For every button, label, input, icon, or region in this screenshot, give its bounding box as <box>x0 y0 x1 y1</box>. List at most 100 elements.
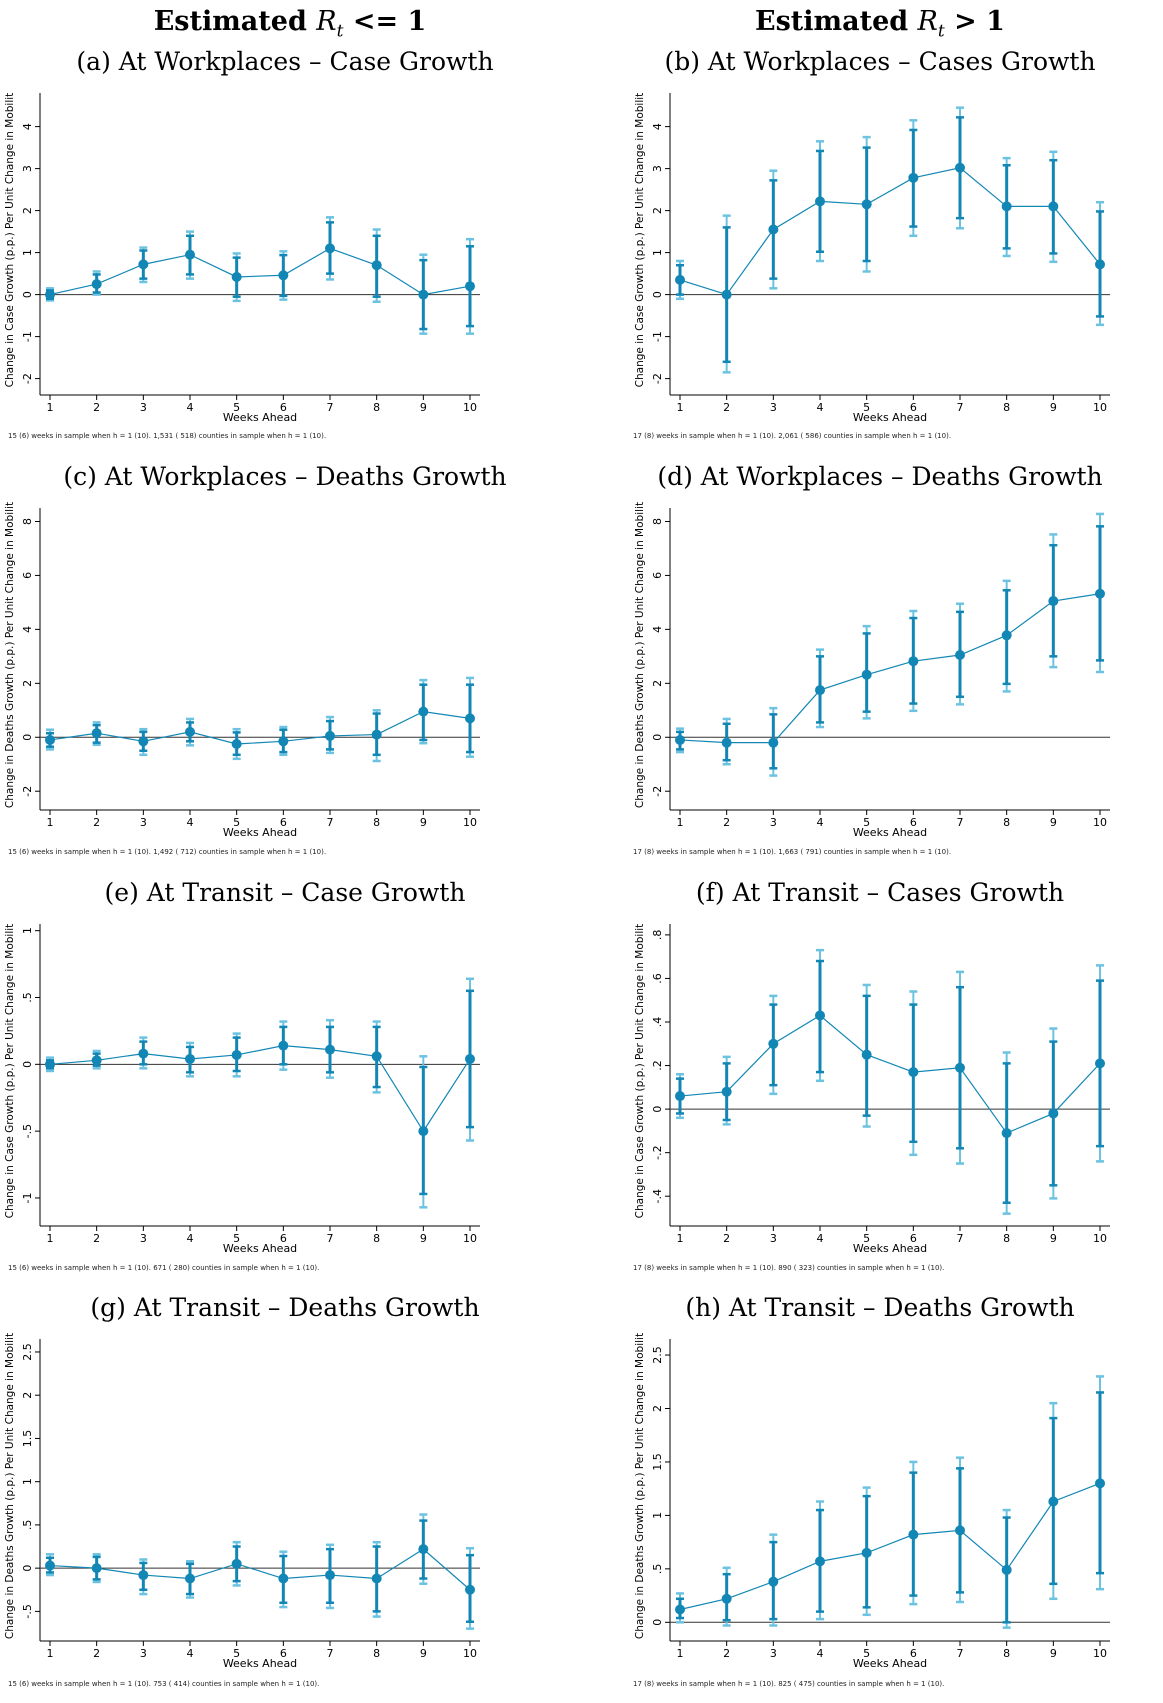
panel-f-xtick-label: 8 <box>1003 1232 1010 1245</box>
panel-g-point <box>91 1563 102 1574</box>
panel-e-xtick-label: 1 <box>47 1232 54 1245</box>
panel-g-ytick-label: 0 <box>21 1565 34 1572</box>
panel-h-point <box>721 1593 732 1604</box>
panel-g-caption: (g) At Transit – Deaths Growth <box>90 1293 480 1322</box>
panel-h-xlabel: Weeks Ahead <box>853 1657 927 1670</box>
panel-h-ytick-label: 2.5 <box>651 1346 664 1364</box>
panel-f-ytick-label: -.2 <box>651 1145 664 1159</box>
panel-c-xtick-label: 8 <box>373 816 380 829</box>
panel-d-point <box>1048 596 1059 607</box>
panel-f-ytick-label: -.4 <box>651 1189 664 1203</box>
panel-e-series-line <box>49 1045 471 1133</box>
panel-a-ytick-label: 4 <box>21 123 34 130</box>
panel-e-ytick-label: 0 <box>21 1061 34 1068</box>
panel-g-point <box>371 1573 382 1584</box>
panel-g-point <box>45 1560 55 1571</box>
panel-b-xtick-label: 9 <box>1050 401 1057 414</box>
panel-a-xtick-label: 1 <box>47 401 54 414</box>
panel-h-point <box>955 1525 965 1536</box>
panel-c-point <box>278 736 289 747</box>
panel-f-point <box>721 1086 732 1097</box>
panel-e-note: 15 (6) weeks in sample when h = 1 (10). … <box>8 1264 320 1272</box>
panel-h-chart: 0 .5 1 1.5 2 2.5 1 2 3 4 5 6 7 8 9 10 Weeks Ahead Change … <box>634 1333 1110 1670</box>
panel-d-xlabel: Weeks Ahead <box>853 826 927 839</box>
panel-g-xtick-label: 2 <box>93 1647 100 1660</box>
panel-g-xtick-label: 9 <box>420 1647 427 1660</box>
panel-f-ytick-label: .8 <box>651 930 664 941</box>
panel-a-ylabel: Change in Case Growth (p.p.) Per Unit Ch… <box>4 93 16 388</box>
panel-h-point <box>1001 1564 1012 1575</box>
panel-h-ytick-label: 0 <box>651 1619 664 1626</box>
panel-c-point <box>325 730 335 741</box>
panel-f-point <box>955 1062 965 1073</box>
left-heading-symbol: R <box>316 6 337 37</box>
panel-g-ytick-label: 1 <box>21 1478 34 1485</box>
panel-a-ytick-label: 2 <box>21 207 34 214</box>
panel-c-series-line <box>49 711 471 745</box>
panel-g-ytick-label: -.5 <box>21 1604 34 1618</box>
panel-g-ytick-label: .5 <box>21 1520 34 1531</box>
panel-c-ytick-label: 4 <box>21 626 34 633</box>
panel-a-chart: -2 -1 0 1 2 3 4 1 2 3 4 5 6 7 8 9 10 Weeks Ahead Change in… <box>4 93 480 424</box>
panel-f-xtick-label: 2 <box>723 1232 730 1245</box>
panel-a-series-line <box>49 247 471 296</box>
panel-g-point <box>325 1570 335 1581</box>
panel-e-xtick-label: 4 <box>187 1232 194 1245</box>
panel-h-ytick-label: .5 <box>651 1564 664 1575</box>
panel-a-point <box>45 289 55 300</box>
panel-e-point <box>371 1051 382 1062</box>
panel-b-point <box>1095 259 1105 270</box>
panel-h-point <box>675 1604 685 1615</box>
panel-f-xtick-label: 7 <box>957 1232 964 1245</box>
panel-f-point <box>768 1038 779 1049</box>
panel-d-note: 17 (8) weeks in sample when h = 1 (10). … <box>633 848 952 856</box>
panel-g-xlabel: Weeks Ahead <box>223 1657 297 1670</box>
panel-d-point <box>955 650 965 660</box>
panel-h-xtick-label: 6 <box>910 1647 917 1660</box>
panel-f-ytick-label: .6 <box>651 973 664 984</box>
panel-f-xlabel: Weeks Ahead <box>853 1242 927 1255</box>
panel-b-chart: -2 -1 0 1 2 3 4 1 2 3 4 5 6 7 8 9 10 Weeks Ahead Change in… <box>634 93 1110 424</box>
panel-f-point <box>1095 1058 1105 1069</box>
panel-d-ytick-label: 4 <box>651 626 664 633</box>
panel-d-xtick-label: 5 <box>863 816 870 829</box>
panel-a-point <box>185 249 195 260</box>
panel-a-point <box>371 260 382 271</box>
panel-b-point <box>1001 201 1012 212</box>
panel-e-xtick-label: 10 <box>463 1232 477 1245</box>
panel-f-point <box>861 1049 872 1060</box>
panel-a-xtick-label: 9 <box>420 401 427 414</box>
panel-c-xtick-label: 5 <box>233 816 240 829</box>
right-heading-relation: > 1 <box>944 6 1005 37</box>
panel-d-point <box>815 685 825 696</box>
panel-a-caption: (a) At Workplaces – Case Growth <box>76 47 494 76</box>
panel-a-xtick-label: 2 <box>93 401 100 414</box>
panel-c-xtick-label: 10 <box>463 816 477 829</box>
panel-f-point <box>908 1067 919 1078</box>
panel-f-xtick-label: 10 <box>1093 1232 1107 1245</box>
panel-b-point <box>768 224 779 235</box>
panel-h-caption: (h) At Transit – Deaths Growth <box>685 1293 1075 1322</box>
panel-g-point <box>418 1544 429 1555</box>
panel-b-ytick-label: 2 <box>651 207 664 214</box>
panel-c-chart: -2 0 2 4 6 8 1 2 3 4 5 6 7 8 9 10 Weeks Ahead Change in D… <box>4 502 480 839</box>
panel-f-series-line <box>679 1014 1101 1134</box>
panel-c-note: 15 (6) weeks in sample when h = 1 (10). … <box>8 848 327 856</box>
panel-b-ytick-label: -2 <box>651 373 664 384</box>
panel-g-xtick-label: 5 <box>233 1647 240 1660</box>
panel-d-ytick-label: 2 <box>651 680 664 687</box>
panel-b-point <box>721 289 732 300</box>
panel-c-xtick-label: 2 <box>93 816 100 829</box>
panel-e-xtick-label: 2 <box>93 1232 100 1245</box>
panel-d-ytick-label: 6 <box>651 572 664 579</box>
panel-d-point <box>908 656 919 667</box>
panel-h-point <box>815 1556 825 1567</box>
panel-a-xtick-label: 6 <box>280 401 287 414</box>
panel-e-xtick-label: 5 <box>233 1232 240 1245</box>
panel-c-xlabel: Weeks Ahead <box>223 826 297 839</box>
panel-h-xtick-label: 8 <box>1003 1647 1010 1660</box>
panel-g-xtick-label: 10 <box>463 1647 477 1660</box>
panel-e-xlabel: Weeks Ahead <box>223 1242 297 1255</box>
panel-c-ytick-label: 8 <box>21 518 34 525</box>
panel-c-ylabel: Change in Deaths Growth (p.p.) Per Unit … <box>4 502 16 808</box>
